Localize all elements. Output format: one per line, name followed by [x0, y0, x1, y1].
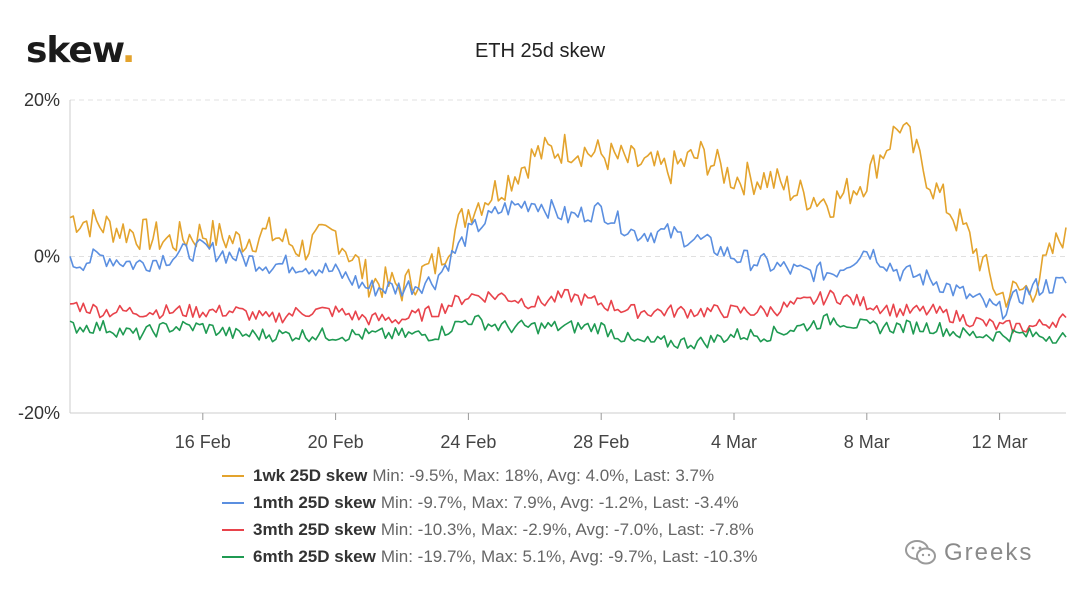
y-tick-label: -20%	[18, 403, 60, 423]
x-tick-label: 20 Feb	[308, 432, 364, 452]
legend-swatch-6mth	[222, 555, 244, 558]
x-tick-label: 8 Mar	[844, 432, 890, 452]
legend-item-1wk[interactable]: 1wk 25D skew Min: -9.5%, Max: 18%, Avg: …	[222, 462, 758, 489]
chart-legend: 1wk 25D skew Min: -9.5%, Max: 18%, Avg: …	[222, 462, 758, 570]
legend-stats-1mth: Min: -9.7%, Max: 7.9%, Avg: -1.2%, Last:…	[380, 492, 739, 512]
legend-item-6mth[interactable]: 6mth 25D skew Min: -19.7%, Max: 5.1%, Av…	[222, 543, 758, 570]
chart-title: ETH 25d skew	[474, 40, 606, 62]
x-tick-label: 4 Mar	[711, 432, 757, 452]
series-line-3	[69, 313, 1067, 350]
x-tick-label: 28 Feb	[573, 432, 629, 452]
x-tick-label: 24 Feb	[440, 432, 496, 452]
greeks-watermark: Greeks	[904, 538, 1033, 568]
x-tick-label: 12 Mar	[972, 432, 1028, 452]
series-line-0	[69, 121, 1067, 308]
legend-name-1wk: 1wk 25D skew	[253, 465, 368, 485]
series-line-2	[69, 288, 1067, 334]
y-tick-label: 0%	[34, 247, 60, 267]
legend-swatch-1mth	[222, 501, 244, 504]
legend-swatch-3mth	[222, 528, 244, 531]
axes: 20% 0% -20% 16 Feb 20 Feb 24 Feb 28 Feb 4 Mar 8 …	[18, 90, 1066, 452]
legend-stats-6mth: Min: -19.7%, Max: 5.1%, Avg: -9.7%, Last…	[380, 546, 758, 566]
logo-dot: .	[121, 30, 136, 71]
y-tick-label: 20%	[24, 90, 60, 110]
legend-item-3mth[interactable]: 3mth 25D skew Min: -10.3%, Max: -2.9%, A…	[222, 516, 758, 543]
legend-name-3mth: 3mth 25D skew	[253, 519, 376, 539]
logo-text: skew	[26, 30, 123, 71]
series-lines	[69, 121, 1067, 350]
legend-name-6mth: 6mth 25D skew	[253, 546, 376, 566]
wechat-icon	[905, 540, 936, 565]
watermark-text: Greeks	[944, 539, 1034, 566]
x-tick-label: 16 Feb	[175, 432, 231, 452]
legend-stats-1wk: Min: -9.5%, Max: 18%, Avg: 4.0%, Last: 3…	[372, 465, 715, 485]
skew-logo: skew.	[26, 30, 136, 71]
series-line-1	[69, 199, 1067, 320]
grid-lines	[70, 99, 1066, 257]
legend-swatch-1wk	[222, 474, 244, 477]
legend-name-1mth: 1mth 25D skew	[253, 492, 376, 512]
legend-item-1mth[interactable]: 1mth 25D skew Min: -9.7%, Max: 7.9%, Avg…	[222, 489, 758, 516]
legend-stats-3mth: Min: -10.3%, Max: -2.9%, Avg: -7.0%, Las…	[380, 519, 754, 539]
